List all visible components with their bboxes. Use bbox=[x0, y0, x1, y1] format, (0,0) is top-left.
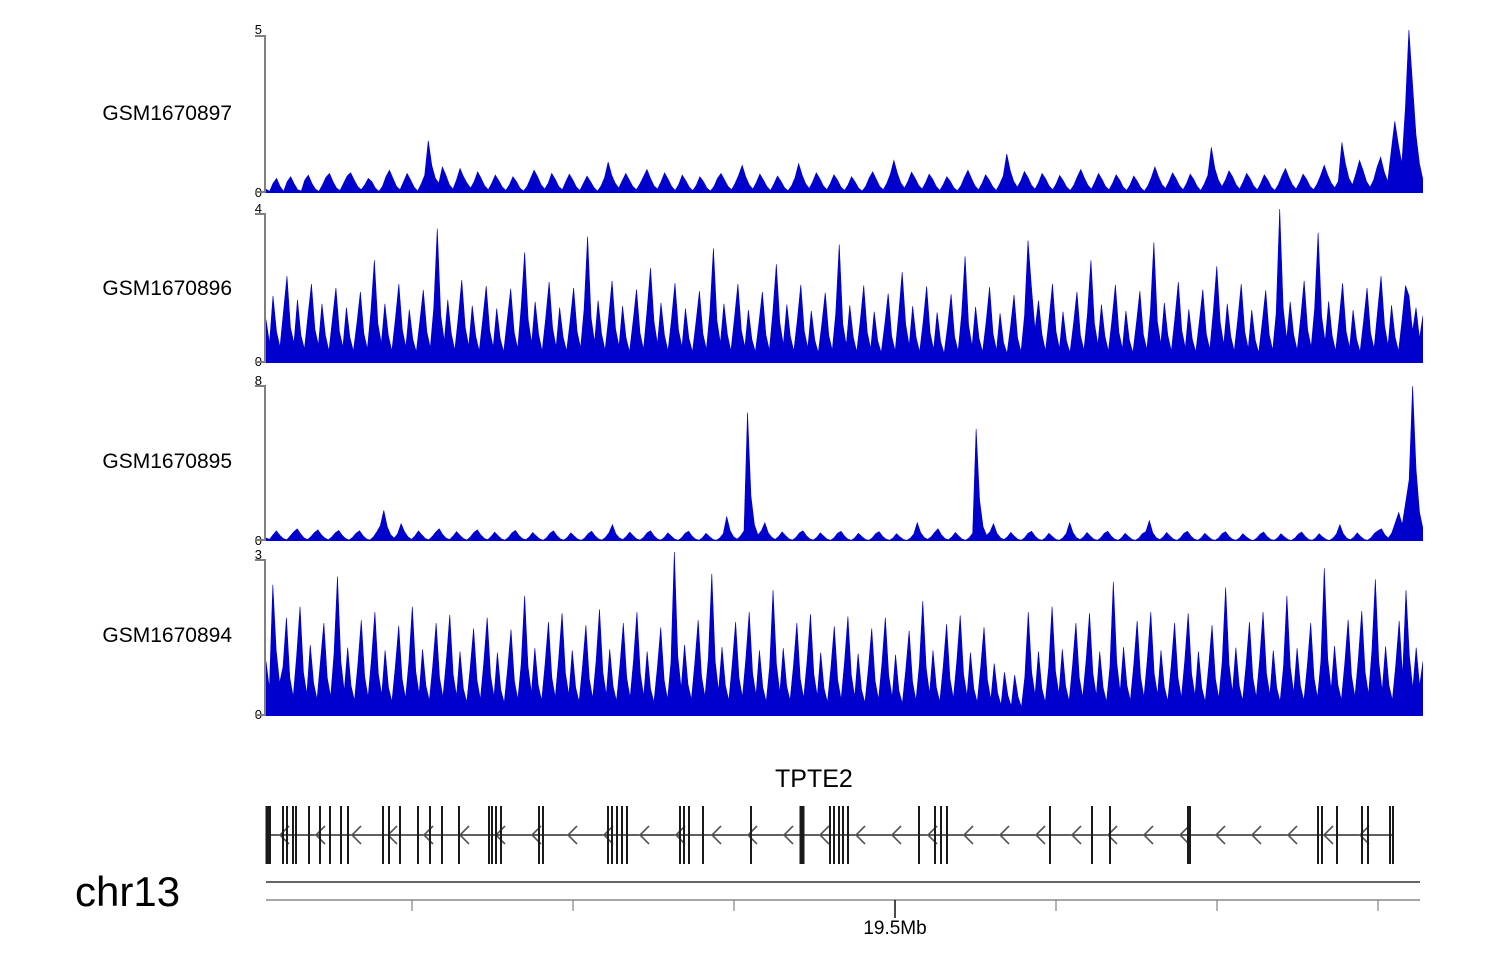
track-axis-tick-top-gsm1670895 bbox=[255, 385, 264, 387]
track-axis-tick-bottom-gsm1670895 bbox=[255, 539, 264, 541]
coverage-plot-gsm1670897 bbox=[266, 30, 1423, 193]
track-label-gsm1670894: GSM1670894 bbox=[102, 624, 232, 647]
track-axis-line-gsm1670894 bbox=[264, 559, 266, 716]
track-axis-tick-bottom-gsm1670897 bbox=[255, 191, 264, 193]
track-axis-max-gsm1670897: 5 bbox=[254, 22, 262, 37]
coverage-plot-gsm1670894 bbox=[266, 552, 1423, 716]
coverage-track-gsm1670897[interactable]: GSM1670897 5 0 bbox=[0, 22, 1500, 200]
track-axis-tick-bottom-gsm1670896 bbox=[255, 361, 264, 363]
track-axis-tick-top-gsm1670896 bbox=[255, 213, 264, 215]
gene-annotation-track[interactable]: TPTE2 bbox=[0, 765, 1500, 870]
track-axis-max-gsm1670894: 3 bbox=[254, 547, 262, 562]
track-axis-max-gsm1670895: 8 bbox=[254, 373, 262, 388]
track-axis-line-gsm1670897 bbox=[264, 35, 266, 193]
gene-label-tpte2: TPTE2 bbox=[775, 765, 853, 793]
track-axis-tick-top-gsm1670894 bbox=[255, 559, 264, 561]
track-label-gsm1670896: GSM1670896 bbox=[102, 277, 232, 300]
track-axis-line-gsm1670895 bbox=[264, 385, 266, 541]
track-label-gsm1670897: GSM1670897 bbox=[102, 102, 232, 125]
gene-model-tpte2[interactable] bbox=[260, 800, 1420, 870]
track-axis-max-gsm1670896: 4 bbox=[254, 201, 262, 216]
coverage-track-gsm1670895[interactable]: GSM1670895 8 0 bbox=[0, 373, 1500, 548]
coverage-plot-gsm1670896 bbox=[266, 208, 1423, 363]
chromosome-label: chr13 bbox=[75, 868, 181, 915]
ruler-major-tick-label: 19.5Mb bbox=[863, 918, 927, 939]
coverage-plot-gsm1670895 bbox=[266, 386, 1423, 541]
chromosome-ruler[interactable]: chr13 19.5Mb bbox=[0, 868, 1500, 968]
coverage-track-gsm1670894[interactable]: GSM1670894 3 0 bbox=[0, 547, 1500, 722]
track-label-gsm1670895: GSM1670895 bbox=[102, 450, 232, 473]
coverage-track-gsm1670896[interactable]: GSM1670896 4 0 bbox=[0, 201, 1500, 370]
ruler-axis bbox=[266, 881, 1420, 918]
track-axis-tick-top-gsm1670897 bbox=[255, 35, 264, 37]
track-axis-line-gsm1670896 bbox=[264, 213, 266, 363]
track-axis-tick-bottom-gsm1670894 bbox=[255, 714, 264, 716]
